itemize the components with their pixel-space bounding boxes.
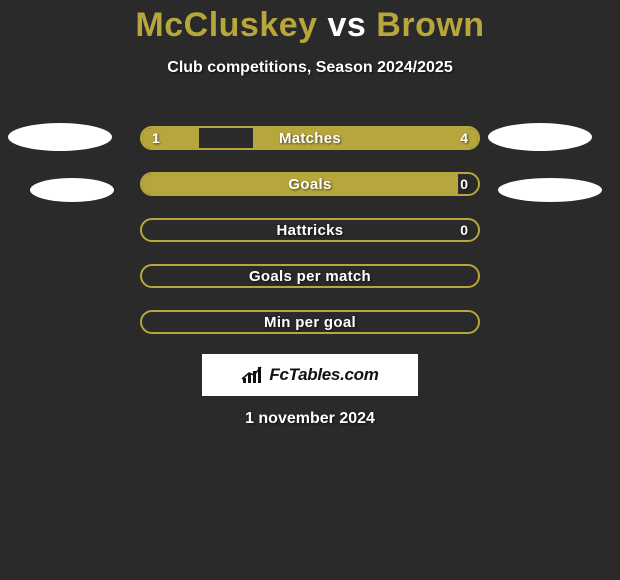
stat-row: Goals per match xyxy=(140,264,480,288)
badge-ellipse xyxy=(30,178,114,202)
player2-name: Brown xyxy=(376,6,484,44)
stat-label: Goals per match xyxy=(142,266,478,286)
stat-label: Matches xyxy=(142,128,478,148)
stat-label: Hattricks xyxy=(142,220,478,240)
logo-text: FcTables.com xyxy=(269,365,378,385)
chart-icon xyxy=(241,366,263,384)
watermark-logo: FcTables.com xyxy=(202,354,418,396)
stat-value-right: 0 xyxy=(460,220,468,240)
badge-ellipse xyxy=(488,123,592,151)
stat-value-right: 4 xyxy=(460,128,468,148)
stat-value-right: 0 xyxy=(460,174,468,194)
stat-row: Goals0 xyxy=(140,172,480,196)
badge-ellipse xyxy=(498,178,602,202)
badge-ellipse xyxy=(8,123,112,151)
stat-label: Goals xyxy=(142,174,478,194)
comparison-title: McCluskey vs Brown xyxy=(0,0,620,45)
subtitle: Club competitions, Season 2024/2025 xyxy=(0,59,620,77)
stat-row: Min per goal xyxy=(140,310,480,334)
stat-value-left: 1 xyxy=(152,128,160,148)
stat-label: Min per goal xyxy=(142,312,478,332)
stat-row: Matches1 4 xyxy=(140,126,480,150)
vs-separator: vs xyxy=(328,6,367,44)
stat-row: Hattricks0 xyxy=(140,218,480,242)
snapshot-date: 1 november 2024 xyxy=(0,410,620,428)
stat-rows: Matches14Goals0Hattricks0Goals per match… xyxy=(140,126,480,356)
player1-name: McCluskey xyxy=(135,6,317,44)
